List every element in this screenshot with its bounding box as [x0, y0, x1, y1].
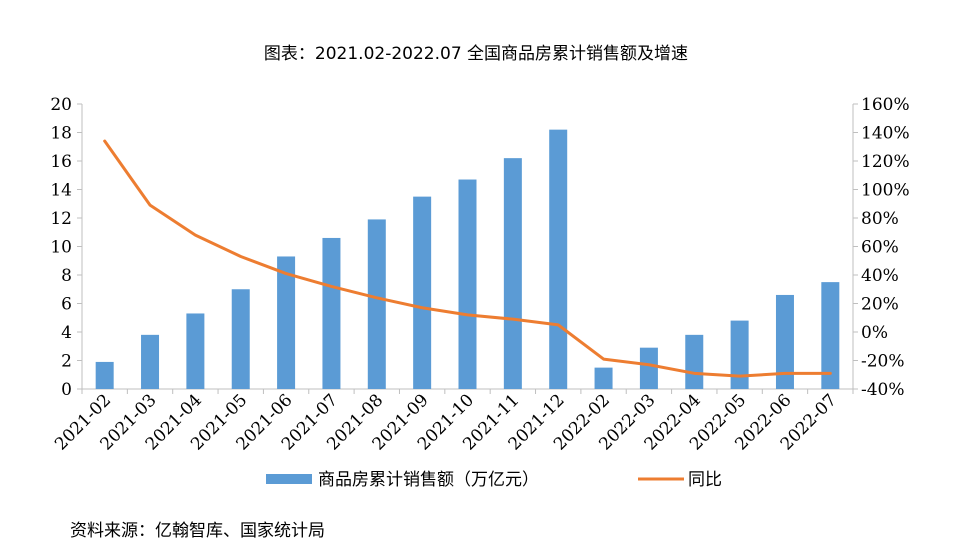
left-tick-label: 16 — [50, 152, 72, 172]
yoy-line — [103, 139, 832, 378]
left-tick-label: 12 — [50, 209, 72, 229]
chart-title: 图表：2021.02-2022.07 全国商品房累计销售额及增速 — [264, 44, 688, 64]
right-tick-label: 40% — [861, 266, 899, 286]
line-series — [103, 139, 832, 378]
left-tick-label: 4 — [61, 323, 72, 343]
source-note: 资料来源：亿翰智库、国家统计局 — [70, 521, 325, 541]
axes: 0 2 4 6 8 10 12 14 16 18 20 -40% -20% 0% 20% 40% 60% 80% 1… — [50, 95, 909, 454]
left-tick-label: 10 — [50, 238, 72, 258]
bar — [277, 256, 296, 389]
bar — [322, 237, 341, 389]
right-tick-label: 140% — [861, 124, 910, 144]
bar — [186, 313, 205, 389]
right-tick-label: 80% — [861, 209, 899, 229]
left-tick-label: 20 — [50, 95, 72, 115]
legend: 商品房累计销售额（万亿元） 同比 — [266, 470, 722, 490]
legend-bar-swatch — [266, 474, 312, 484]
right-tick-label: -40% — [861, 380, 905, 400]
left-tick-label: 0 — [61, 380, 72, 400]
bar — [458, 179, 477, 389]
bar — [95, 361, 114, 389]
right-tick-label: 160% — [861, 95, 910, 115]
left-tick-label: 8 — [61, 266, 72, 286]
right-tick-label: -20% — [861, 352, 905, 372]
bar — [730, 320, 749, 389]
left-tick-label: 14 — [50, 181, 72, 201]
legend-line-label: 同比 — [688, 470, 722, 490]
right-tick-label: 60% — [861, 238, 899, 258]
bar — [685, 334, 704, 389]
bar — [413, 196, 432, 389]
bar — [367, 219, 386, 389]
right-tick-label: 120% — [861, 152, 910, 172]
bar — [141, 334, 160, 389]
bar — [639, 347, 658, 389]
left-tick-label: 6 — [61, 295, 72, 315]
left-tick-label: 18 — [50, 124, 72, 144]
right-tick-label: 100% — [861, 181, 910, 201]
bar — [594, 367, 613, 389]
left-tick-label: 2 — [61, 352, 72, 372]
bar — [549, 129, 568, 389]
bar — [231, 289, 250, 389]
bar-series — [95, 129, 840, 389]
bar — [775, 294, 794, 389]
bar — [821, 282, 840, 389]
right-tick-label: 0% — [861, 323, 888, 343]
legend-bar-label: 商品房累计销售额（万亿元） — [318, 470, 539, 490]
right-tick-label: 20% — [861, 295, 899, 315]
bar — [503, 158, 522, 389]
